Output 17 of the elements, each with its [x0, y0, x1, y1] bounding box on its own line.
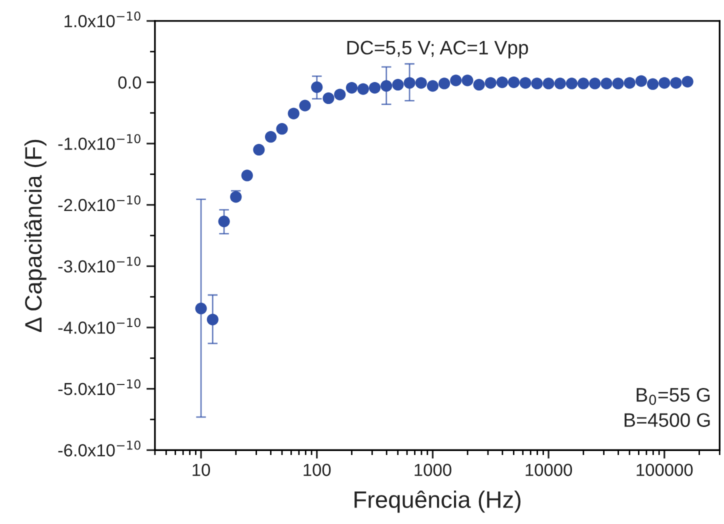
y-axis-title: Δ Capacitância (F)	[24, 140, 46, 332]
y-tick-label: -1.0x10$^{−10}$	[58, 134, 140, 150]
annotation: DC=5,5 V; AC=1 Vpp	[347, 40, 528, 58]
x-tick-label: 10	[192, 464, 210, 476]
y-tick-label: -5.0x10$^{−10}$	[58, 379, 140, 396]
x-tick-label: 1000	[414, 464, 452, 476]
y-tick-label: -2.0x10$^{−10}$	[58, 195, 140, 212]
x-tick-label: 100000	[636, 464, 693, 476]
y-tick-label: -3.0x10$^{−10}$	[58, 256, 140, 273]
y-tick-label: 1.0x10$^{−10}$	[64, 11, 140, 28]
y-tick-label: -6.0x10$^{−10}$	[58, 440, 140, 456]
y-tick-label: -4.0x10$^{−10}$	[58, 318, 140, 334]
x-axis-title: Frequência (Hz)	[354, 490, 520, 513]
annotation: B$_{0}$=55 G B=4500 G	[624, 388, 710, 427]
x-tick-label: 10000	[526, 464, 572, 476]
y-tick-label: 0.0	[118, 76, 142, 89]
x-tick-label: 100	[304, 464, 331, 476]
